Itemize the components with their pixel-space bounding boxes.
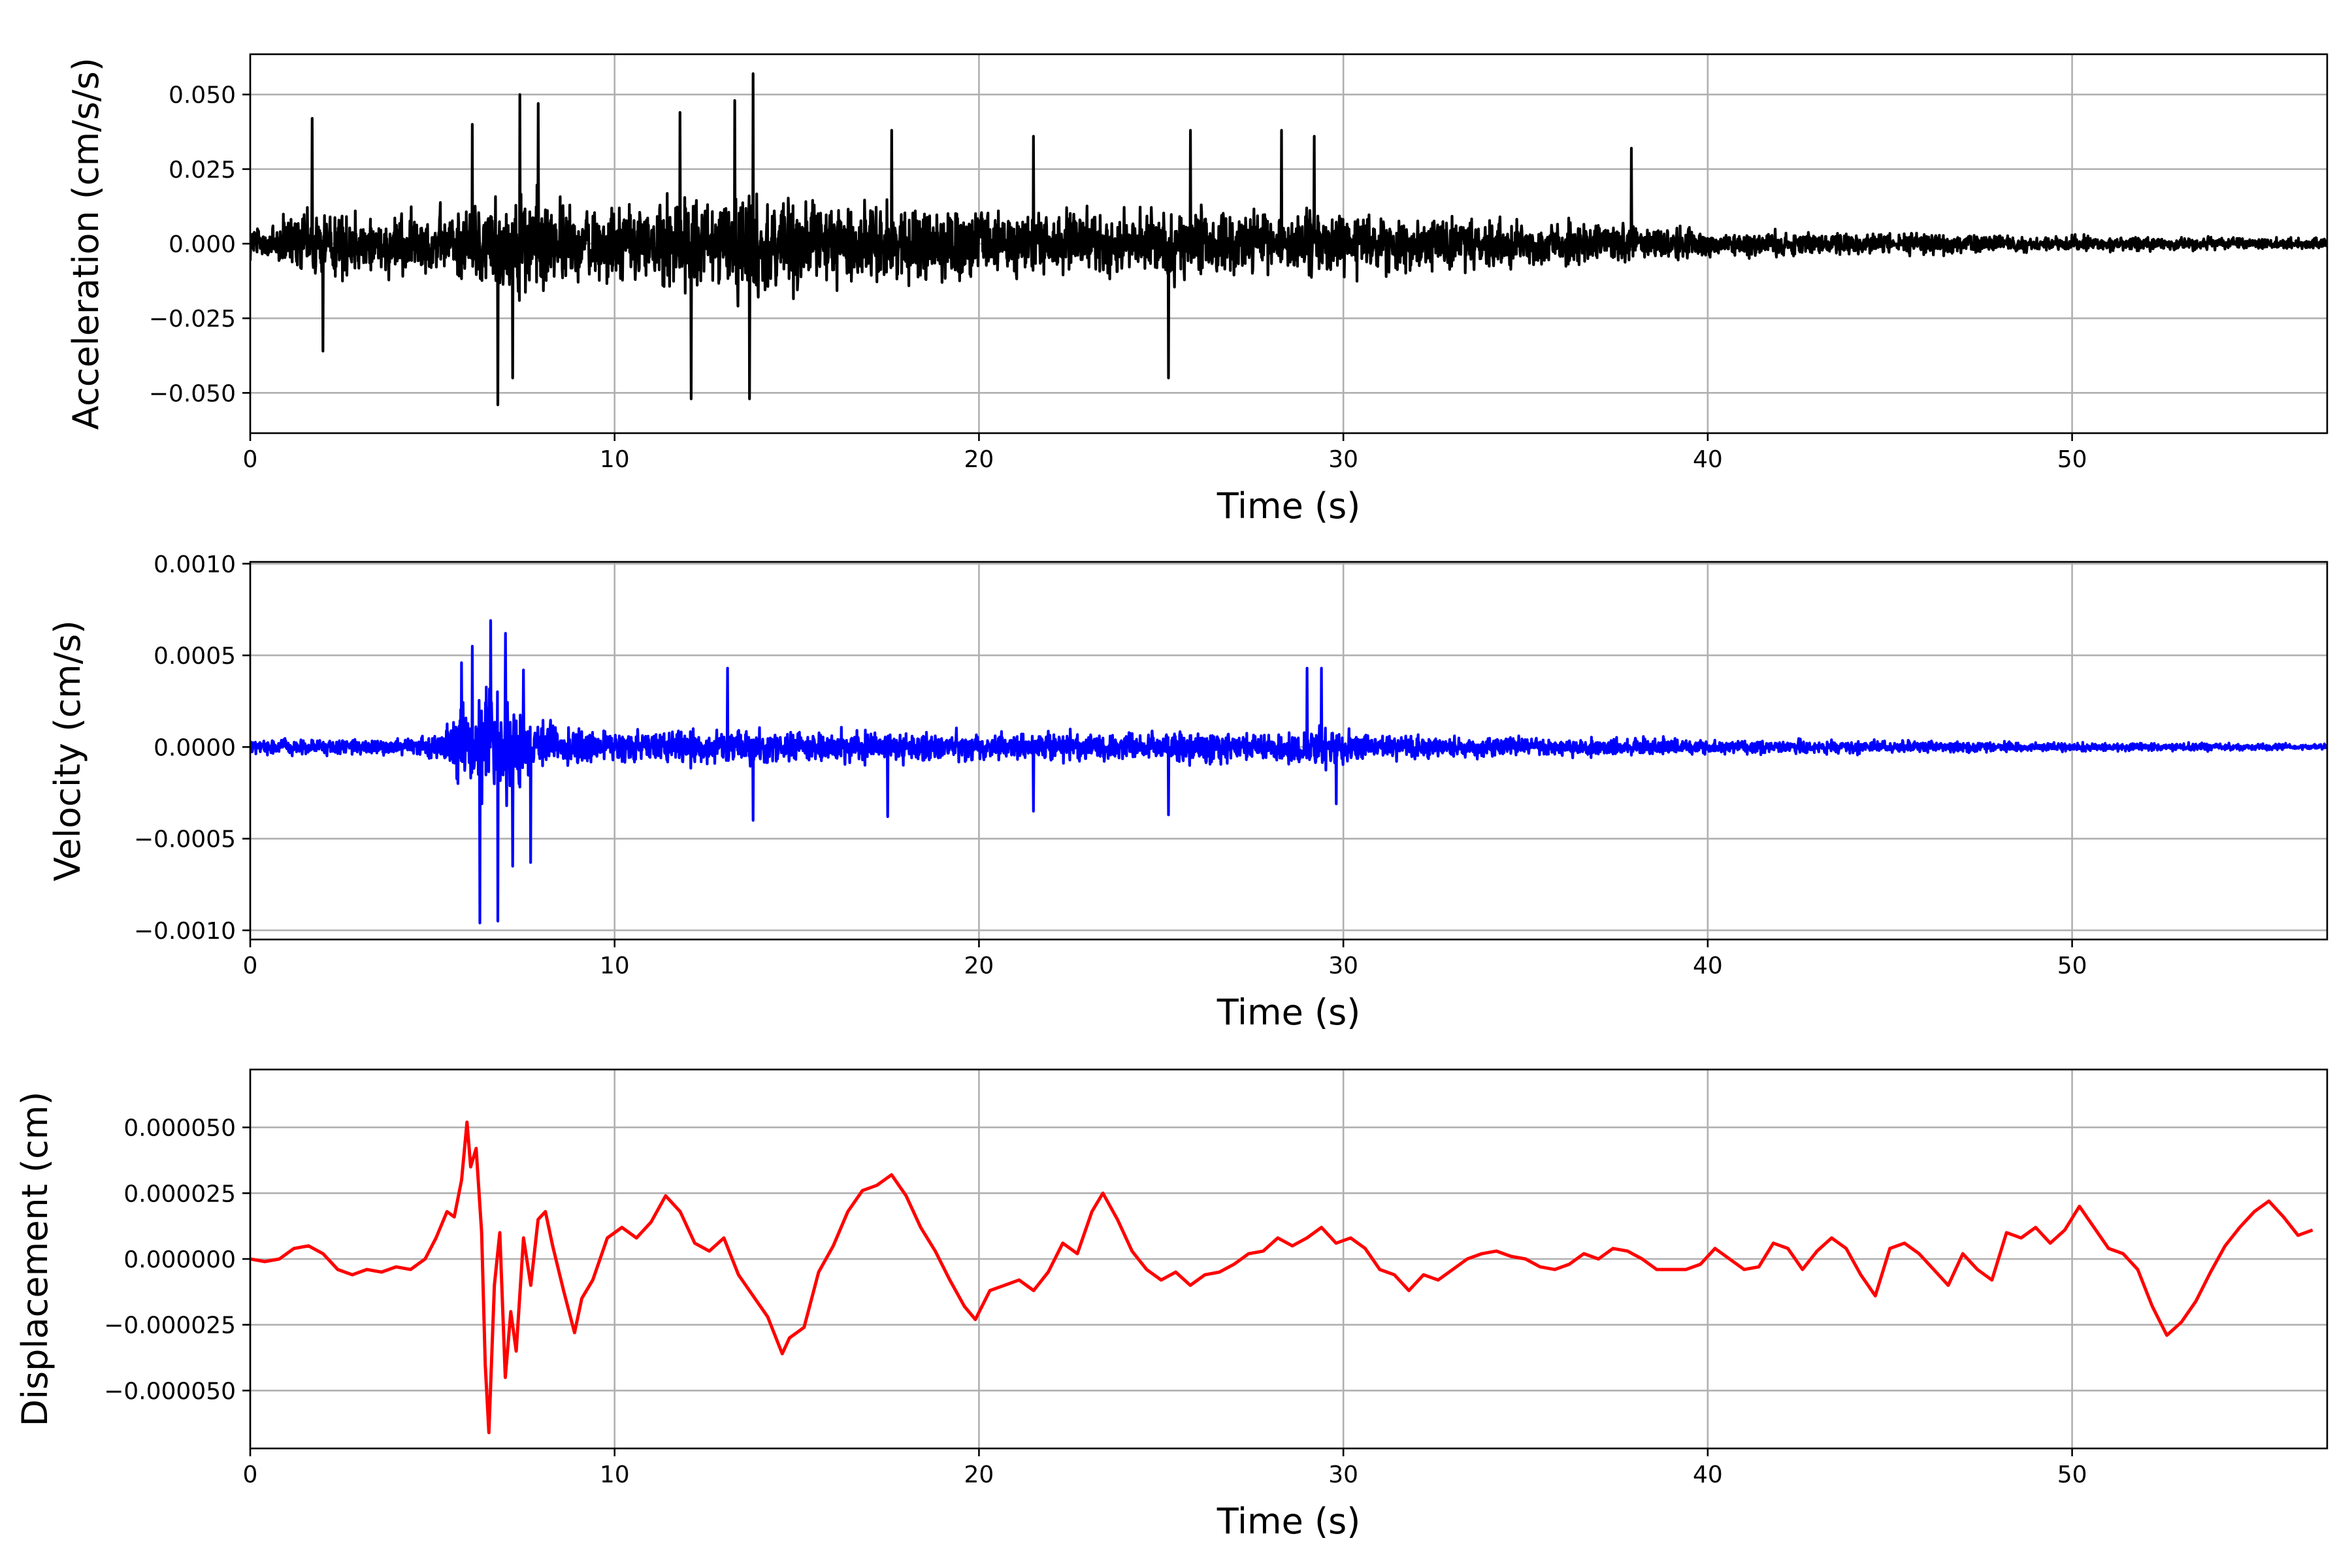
x-tick-label: 20	[964, 1462, 994, 1488]
displacement-x-axis-label: Time (s)	[1217, 1501, 1361, 1542]
velocity-series-line	[250, 619, 2327, 924]
y-tick-label: 0.0005	[154, 643, 236, 670]
displacement-x-ticks: 0 10 20 30 40 50	[243, 1448, 2087, 1488]
velocity-x-ticks: 0 10 20 30 40 50	[243, 939, 2087, 979]
velocity-plot-area	[250, 619, 2327, 924]
y-tick-label: 0.000025	[123, 1181, 236, 1207]
displacement-plot-area	[250, 1120, 2313, 1435]
x-tick-label: 30	[1328, 446, 1358, 473]
velocity-axes-frame	[249, 561, 2328, 941]
velocity-panel: 0 10 20 30 40 50 −0.0010 −0.0005 0.0000 0.0005 0.…	[47, 551, 2328, 1033]
y-tick-label: 0.000	[169, 231, 236, 258]
acceleration-series-line	[250, 72, 2327, 406]
x-tick-label: 10	[600, 1462, 630, 1488]
velocity-y-ticks: −0.0010 −0.0005 0.0000 0.0005 0.0010	[134, 551, 250, 945]
displacement-y-axis-label: Displacement (cm)	[14, 1092, 56, 1427]
y-tick-label: −0.0005	[134, 826, 236, 853]
acceleration-x-axis-label: Time (s)	[1217, 485, 1361, 527]
y-tick-label: 0.000000	[123, 1247, 236, 1273]
acceleration-panel: 0 10 20 30 40 50 −0.050−0.0250.0000.0250.050 …	[65, 53, 2328, 527]
displacement-series-line	[250, 1120, 2313, 1435]
y-tick-label: 0.0000	[154, 734, 236, 761]
acceleration-y-ticks: −0.050 −0.025 0.000 0.025 0.050	[149, 82, 250, 407]
acceleration-plot-area	[250, 72, 2327, 406]
x-tick-label: 10	[600, 953, 630, 979]
x-tick-label: 10	[600, 446, 630, 473]
y-tick-label: 0.0010	[154, 551, 236, 578]
y-tick-label: −0.0010	[134, 918, 236, 945]
y-tick-label: −0.000025	[104, 1313, 236, 1339]
x-tick-label: 50	[2057, 1462, 2087, 1488]
acceleration-x-ticks: 0 10 20 30 40 50	[243, 433, 2087, 473]
x-tick-label: 0	[243, 446, 258, 473]
acceleration-y-axis-label: Acceleration (cm/s/s)	[65, 57, 106, 430]
y-tick-label: −0.050	[149, 380, 236, 407]
x-tick-label: 40	[1693, 953, 1723, 979]
velocity-y-axis-label: Velocity (cm/s)	[47, 620, 88, 881]
x-tick-label: 40	[1693, 1462, 1723, 1488]
x-tick-label: 30	[1328, 953, 1358, 979]
displacement-panel: 0 10 20 30 40 50 −0.000050 −0.000025 0.000000 0.…	[14, 1068, 2328, 1542]
x-tick-label: 20	[964, 953, 994, 979]
x-tick-label: 0	[243, 953, 258, 979]
y-tick-label: 0.000050	[123, 1115, 236, 1142]
x-tick-label: 0	[243, 1462, 258, 1488]
x-tick-label: 50	[2057, 953, 2087, 979]
y-tick-label: 0.050	[169, 82, 236, 109]
y-tick-label: −0.000050	[104, 1378, 236, 1405]
y-tick-label: 0.025	[169, 157, 236, 184]
x-tick-label: 20	[964, 446, 994, 473]
velocity-x-axis-label: Time (s)	[1217, 992, 1361, 1033]
x-tick-label: 30	[1328, 1462, 1358, 1488]
x-tick-label: 40	[1693, 446, 1723, 473]
y-tick-label: −0.025	[149, 306, 236, 333]
displacement-y-ticks: −0.000050 −0.000025 0.000000 0.000025 0.0000…	[104, 1115, 250, 1405]
x-tick-label: 50	[2057, 446, 2087, 473]
displacement-grid	[249, 1070, 2327, 1448]
